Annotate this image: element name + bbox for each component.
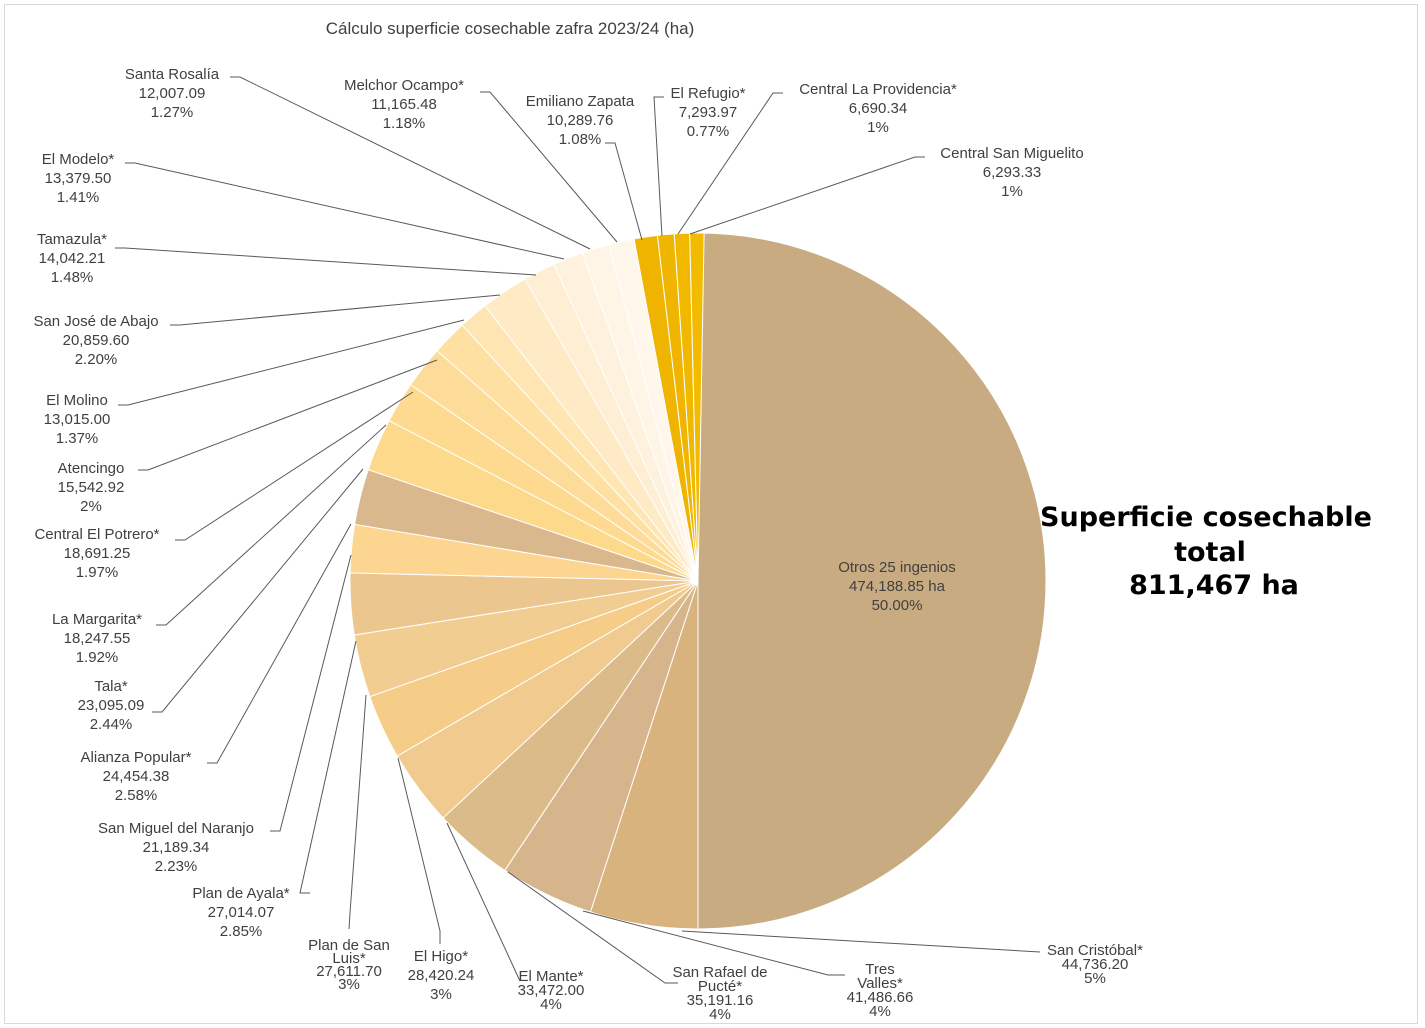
slice-label: Tamazula* 14,042.21 1.48% (37, 231, 107, 286)
chart-title: Cálculo superficie cosechable zafra 2023… (326, 19, 695, 38)
leader-line (689, 156, 925, 235)
slice-label: Tres Valles* 41,486.66 4% (847, 961, 914, 1020)
slice-label: Central La Providencia* 6,690.34 1% (799, 81, 957, 136)
slice-label: San José de Abajo 20,859.60 2.20% (33, 313, 158, 368)
slice-label: Atencingo 15,542.92 2% (58, 460, 125, 515)
slice-label: Plan de San Luis* 27,611.70 3% (308, 937, 390, 993)
slice-label: Tala* 23,095.09 2.44% (78, 678, 145, 733)
slice-label: El Refugio* 7,293.97 0.77% (670, 85, 745, 140)
slice-label: La Margarita* 18,247.55 1.92% (52, 611, 142, 666)
slice-label: San Cristóbal* 44,736.20 5% (1047, 942, 1143, 987)
slice-label: Plan de Ayala* 27,014.07 2.85% (192, 885, 289, 940)
slice-label: Otros 25 ingenios 474,188.85 ha 50.00% (838, 559, 956, 614)
slice-label: Central El Potrero* 18,691.25 1.97% (34, 526, 159, 581)
pie-slice (697, 232, 1047, 930)
leader-line (170, 294, 501, 326)
leader-line (156, 424, 387, 626)
leader-line (230, 76, 591, 250)
leader-line (118, 319, 465, 406)
leader-line (605, 142, 643, 241)
total-label-line-1: Superficie cosechable (1040, 502, 1372, 533)
leader-line (677, 92, 783, 235)
slice-label: El Higo* 28,420.24 3% (408, 948, 475, 1003)
leader-line (125, 162, 565, 260)
leader-line (299, 640, 357, 894)
leader-line (480, 91, 618, 243)
slice-label: Melchor Ocampo* 11,165.48 1.18% (344, 77, 464, 132)
total-label-line-3: 811,467 ha (1129, 570, 1299, 601)
leader-line (270, 554, 352, 832)
leader-line (681, 930, 1041, 953)
leader-line (115, 247, 537, 276)
leader-lines (115, 76, 1041, 984)
slice-label: Santa Rosalía 12,007.09 1.27% (125, 66, 220, 121)
leader-line (138, 359, 438, 471)
slice-label: El Modelo* 13,379.50 1.41% (42, 151, 115, 206)
pie-slice (689, 232, 705, 582)
leader-line (348, 694, 367, 930)
slice-label: El Mante* 33,472.00 4% (518, 968, 585, 1013)
slice-label: El Molino 13,015.00 1.37% (44, 392, 111, 447)
slice-label: Alianza Popular* 24,454.38 2.58% (81, 749, 192, 804)
slice-labels: Otros 25 ingenios 474,188.85 ha 50.00% San … (33, 66, 1143, 1023)
leader-line (507, 871, 678, 984)
leader-line (397, 757, 441, 944)
slice-label: San Rafael de Pucté* 35,191.16 4% (672, 964, 767, 1023)
slice-label: San Miguel del Naranjo 21,189.34 2.23% (98, 820, 254, 875)
leader-line (446, 822, 521, 982)
leader-line (653, 96, 664, 237)
leader-line (152, 468, 364, 713)
chart-frame (4, 4, 1418, 1024)
leader-line (175, 391, 414, 541)
leader-line (207, 523, 352, 764)
pie-slices (349, 232, 1047, 930)
leader-line (582, 910, 845, 976)
slice-label: Emiliano Zapata 10,289.76 1.08% (526, 93, 635, 148)
slice-label: Central San Miguelito 6,293.33 1% (940, 145, 1083, 200)
total-label-line-2: total (1174, 537, 1246, 568)
